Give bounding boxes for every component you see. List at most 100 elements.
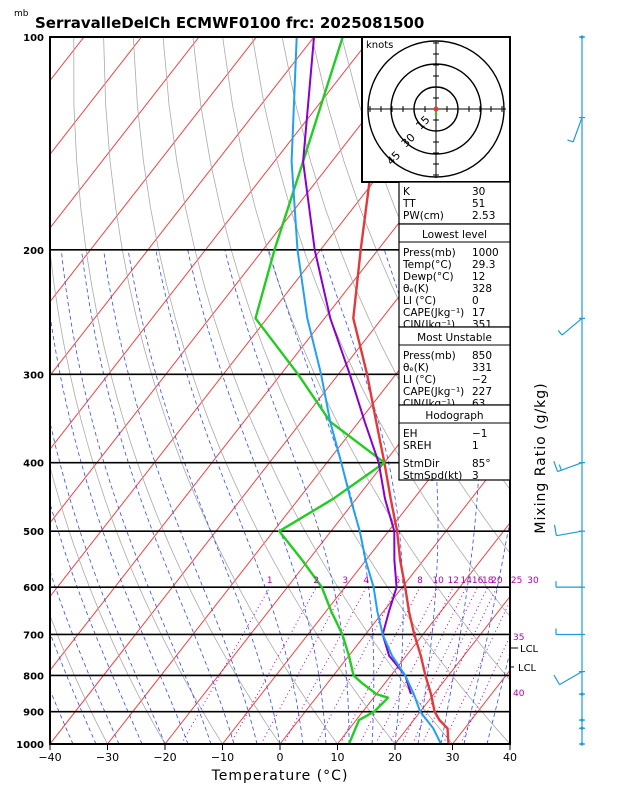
index-value: 51 bbox=[472, 198, 485, 210]
index-label: CAPE(Jkg⁻¹) bbox=[403, 307, 464, 319]
lcl-lower-label: LCL bbox=[518, 663, 537, 674]
panel-section bbox=[398, 404, 511, 481]
pressure-tick-label: 100 bbox=[23, 33, 44, 44]
pressure-tick-label: 400 bbox=[23, 459, 44, 470]
temperature-tick-label: 40 bbox=[503, 751, 517, 764]
moist-adiabat-line bbox=[50, 688, 74, 744]
index-value: 1000 bbox=[472, 247, 499, 259]
isotherm-line bbox=[337, 522, 510, 744]
virtual-profile-line bbox=[290, 37, 442, 744]
index-label: StmSpd(kt) bbox=[403, 470, 462, 482]
isotherm-line bbox=[279, 448, 510, 744]
index-label: PW(cm) bbox=[403, 210, 444, 222]
moist-adiabat-line bbox=[463, 517, 510, 744]
mixing-ratio-label: 8 bbox=[417, 576, 423, 586]
calm-wind-marker bbox=[580, 718, 584, 722]
moist-adiabat-line bbox=[60, 249, 212, 744]
mixing-ratio-axis-label: Mixing Ratio (g/kg) bbox=[533, 382, 549, 533]
index-value: −2 bbox=[472, 374, 487, 386]
dry-adiabat-line bbox=[192, 37, 510, 744]
wind-barb-staff bbox=[557, 462, 583, 473]
mixing-ratio-line bbox=[315, 586, 398, 744]
temperature-tick-label: 30 bbox=[446, 751, 460, 764]
moist-adiabat-line bbox=[81, 249, 235, 744]
pressure-tick-label: 500 bbox=[23, 527, 44, 538]
lcl-upper-label: LCL bbox=[520, 644, 539, 655]
y-unit-label: mb bbox=[14, 9, 29, 19]
isotherm-line bbox=[107, 227, 510, 744]
mixing-ratio-label: 3 bbox=[342, 576, 348, 586]
moist-adiabat-line bbox=[50, 570, 120, 744]
index-label: θₑ(K) bbox=[403, 362, 429, 374]
wind-barb-half-flag bbox=[557, 330, 563, 336]
mixing-ratio-grid bbox=[181, 586, 510, 744]
calm-wind-marker bbox=[580, 35, 584, 39]
index-value: 2.53 bbox=[472, 210, 495, 222]
index-label: LI (°C) bbox=[403, 295, 436, 307]
wind-barb-flag bbox=[553, 524, 557, 536]
temperature-tick-label: −20 bbox=[153, 751, 176, 764]
index-value: 3 bbox=[472, 470, 479, 482]
panel-section bbox=[398, 223, 511, 328]
mixing-ratio-line bbox=[230, 586, 317, 744]
panel-section-header: Most Unstable bbox=[417, 332, 492, 344]
index-value: 850 bbox=[472, 350, 492, 362]
index-value: 85° bbox=[472, 458, 491, 470]
moist-adiabat-line bbox=[127, 249, 281, 744]
index-label: LI (°C) bbox=[403, 374, 436, 386]
temperature-tick-labels: −40 −30 −20 −10 0 10 20 30 40 bbox=[38, 744, 517, 764]
index-label: Press(mb) bbox=[403, 350, 456, 362]
wind-barb-column bbox=[553, 35, 585, 746]
moist-adiabat-line bbox=[50, 501, 143, 744]
isotherm-line bbox=[50, 37, 372, 450]
wind-barb-half-flag bbox=[567, 139, 574, 143]
index-label: K bbox=[403, 186, 411, 198]
pressure-tick-label: 300 bbox=[23, 370, 44, 381]
wind-barb-half-flag bbox=[558, 464, 562, 471]
isotherm-line bbox=[509, 743, 510, 744]
temperature-profile-line bbox=[352, 37, 450, 744]
dry-adiabat-line bbox=[550, 37, 618, 744]
hodograph-unit-label: knots bbox=[366, 40, 393, 51]
pressure-tick-label: 900 bbox=[23, 708, 44, 719]
dry-adiabat-line bbox=[50, 614, 108, 744]
mixing-ratio-label: 20 bbox=[491, 576, 503, 586]
index-label: Temp(°C) bbox=[402, 259, 452, 271]
theta-35-label: 35 bbox=[513, 633, 524, 643]
temperature-tick-label: 20 bbox=[388, 751, 402, 764]
sounding-profiles bbox=[254, 37, 450, 744]
wind-barb-flag bbox=[553, 461, 559, 472]
pressure-tick-label: 700 bbox=[23, 630, 44, 641]
mixing-ratio-label: 1 bbox=[267, 576, 273, 586]
moist-adiabat-line bbox=[50, 742, 51, 744]
mixing-ratio-label: 10 bbox=[432, 576, 444, 586]
temperature-tick-label: 0 bbox=[277, 751, 284, 764]
index-label: CAPE(Jkg⁻¹) bbox=[403, 386, 464, 398]
isotherm-line bbox=[50, 37, 430, 524]
index-label: θₑ(K) bbox=[403, 283, 429, 295]
hodograph-ring bbox=[367, 40, 505, 178]
index-value: 17 bbox=[472, 307, 485, 319]
dry-adiabat-line bbox=[222, 37, 510, 681]
isotherm-line bbox=[394, 595, 510, 744]
mixing-ratio-label: 2 bbox=[313, 576, 319, 586]
mixing-ratio-label: 4 bbox=[363, 576, 369, 586]
theta-40-label: 40 bbox=[513, 689, 525, 699]
moist-adiabat-line bbox=[486, 650, 510, 744]
dry-adiabat-line bbox=[281, 37, 510, 554]
dry-adiabat-line bbox=[162, 37, 453, 744]
moist-adiabat-line bbox=[50, 631, 97, 744]
dry-adiabat-line bbox=[103, 37, 338, 744]
mixing-ratio-line bbox=[375, 586, 454, 744]
index-label: StmDir bbox=[403, 458, 440, 470]
index-value: 1 bbox=[472, 440, 479, 452]
index-value: 12 bbox=[472, 271, 485, 283]
pressure-tick-label: 800 bbox=[23, 671, 44, 682]
dry-adiabat-line bbox=[132, 37, 396, 744]
wind-barb-staff bbox=[556, 530, 583, 537]
pressure-tick-labels: 100 200 300 400 500 600 700 800 900 1000 bbox=[16, 33, 44, 751]
